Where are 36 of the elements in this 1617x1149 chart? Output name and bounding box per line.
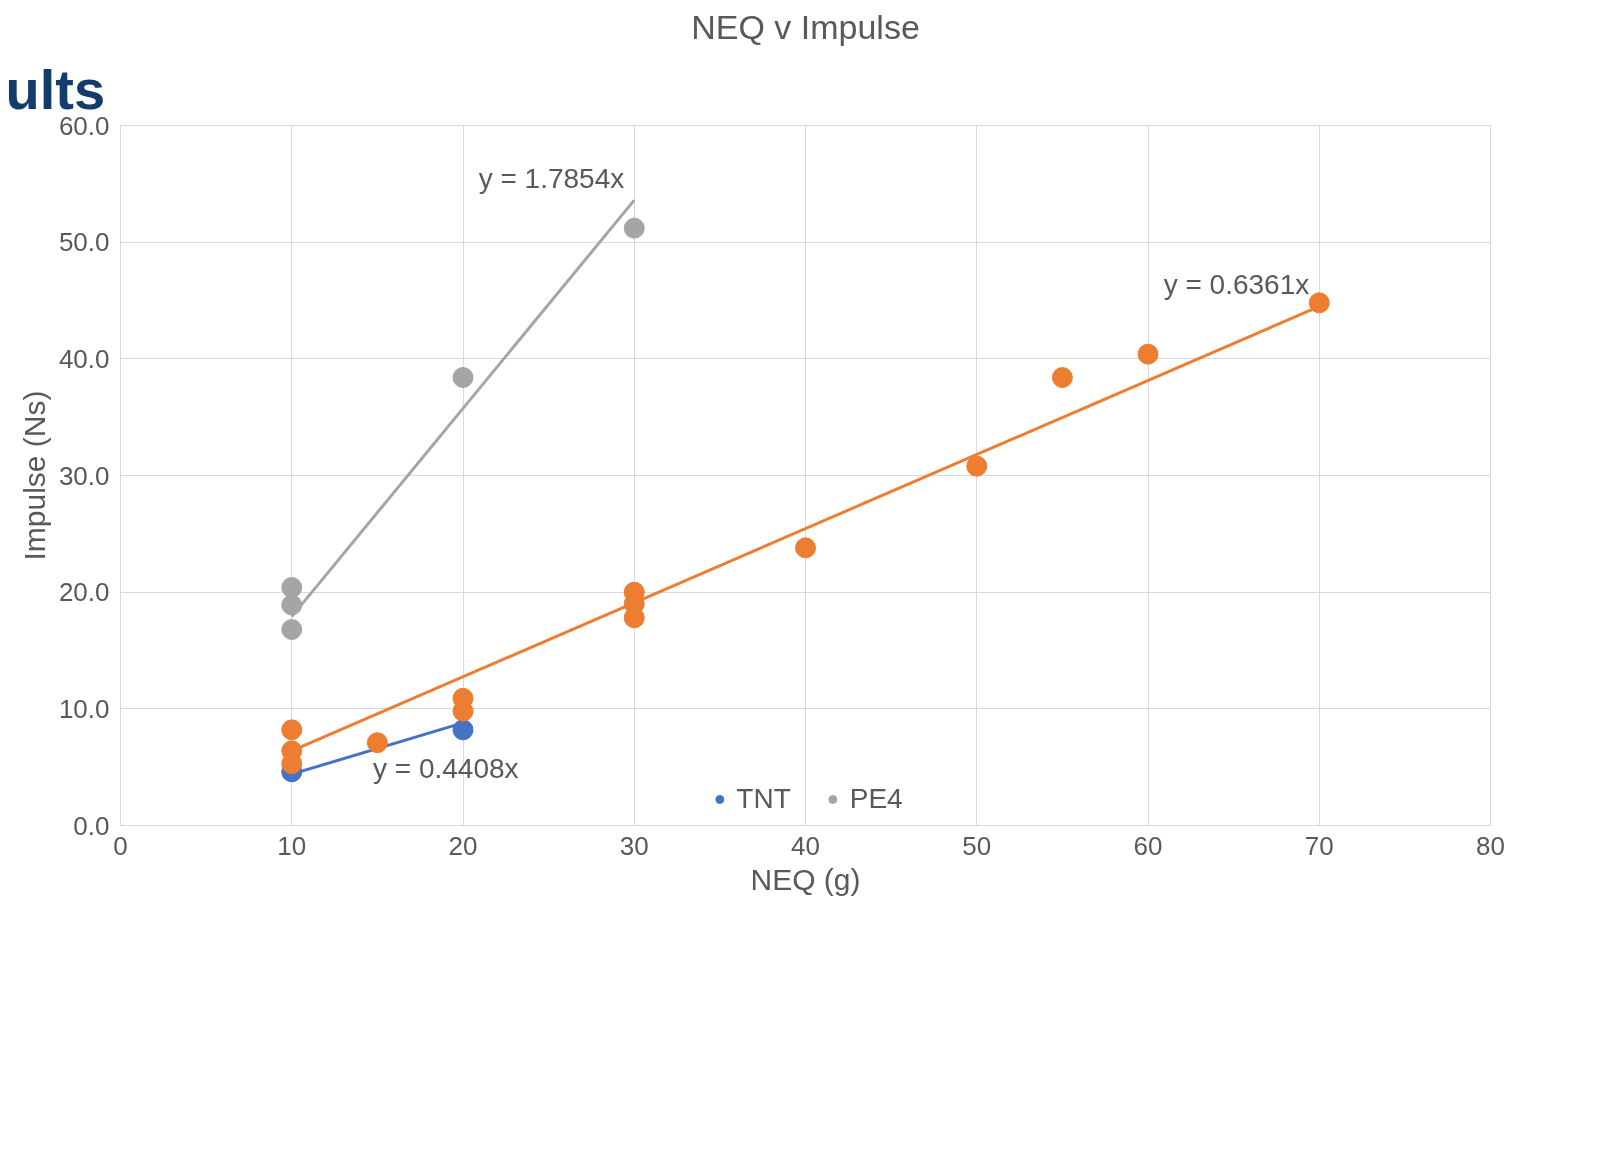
annotation: y = 0.4408x xyxy=(373,752,519,784)
point xyxy=(452,367,474,388)
y-tick-label: 30.0 xyxy=(58,460,110,491)
x-tick-label: 20 xyxy=(448,830,478,861)
legend-label: PE4 xyxy=(849,783,903,815)
y-tick-label: 50.0 xyxy=(58,227,110,258)
y-tick-label: 40.0 xyxy=(58,343,110,374)
y-tick-label: 10.0 xyxy=(58,693,110,724)
point xyxy=(966,455,988,477)
x-tick-label: 80 xyxy=(1476,830,1505,861)
x-axis-title: NEQ (g) xyxy=(750,862,861,896)
x-tick-label: 10 xyxy=(277,830,307,861)
point xyxy=(281,719,303,741)
point xyxy=(1308,292,1330,314)
legend-label: TNT xyxy=(736,783,791,815)
point xyxy=(623,217,645,239)
x-tick-label: 60 xyxy=(1133,830,1163,861)
x-tick-label: 0 xyxy=(113,830,128,861)
x-tick-label: 50 xyxy=(962,830,992,861)
point xyxy=(452,719,474,741)
x-tick-label: 30 xyxy=(619,830,649,861)
y-tick-label: 20.0 xyxy=(58,577,110,608)
point xyxy=(1051,367,1073,388)
x-tick-label: 70 xyxy=(1304,830,1334,861)
y-axis-title: Impulse (Ns) xyxy=(17,390,51,561)
point xyxy=(281,577,303,598)
x-tick-label: 40 xyxy=(791,830,820,861)
chart-title: NEQ v Impulse xyxy=(691,7,920,46)
point xyxy=(366,732,388,754)
y-tick-label: 0.0 xyxy=(73,810,110,841)
point xyxy=(281,619,303,640)
point xyxy=(1137,343,1159,365)
point xyxy=(281,594,303,616)
annotation: y = 0.6361x xyxy=(1163,269,1310,301)
point xyxy=(795,537,816,559)
annotation: y = 1.7854x xyxy=(478,163,625,195)
